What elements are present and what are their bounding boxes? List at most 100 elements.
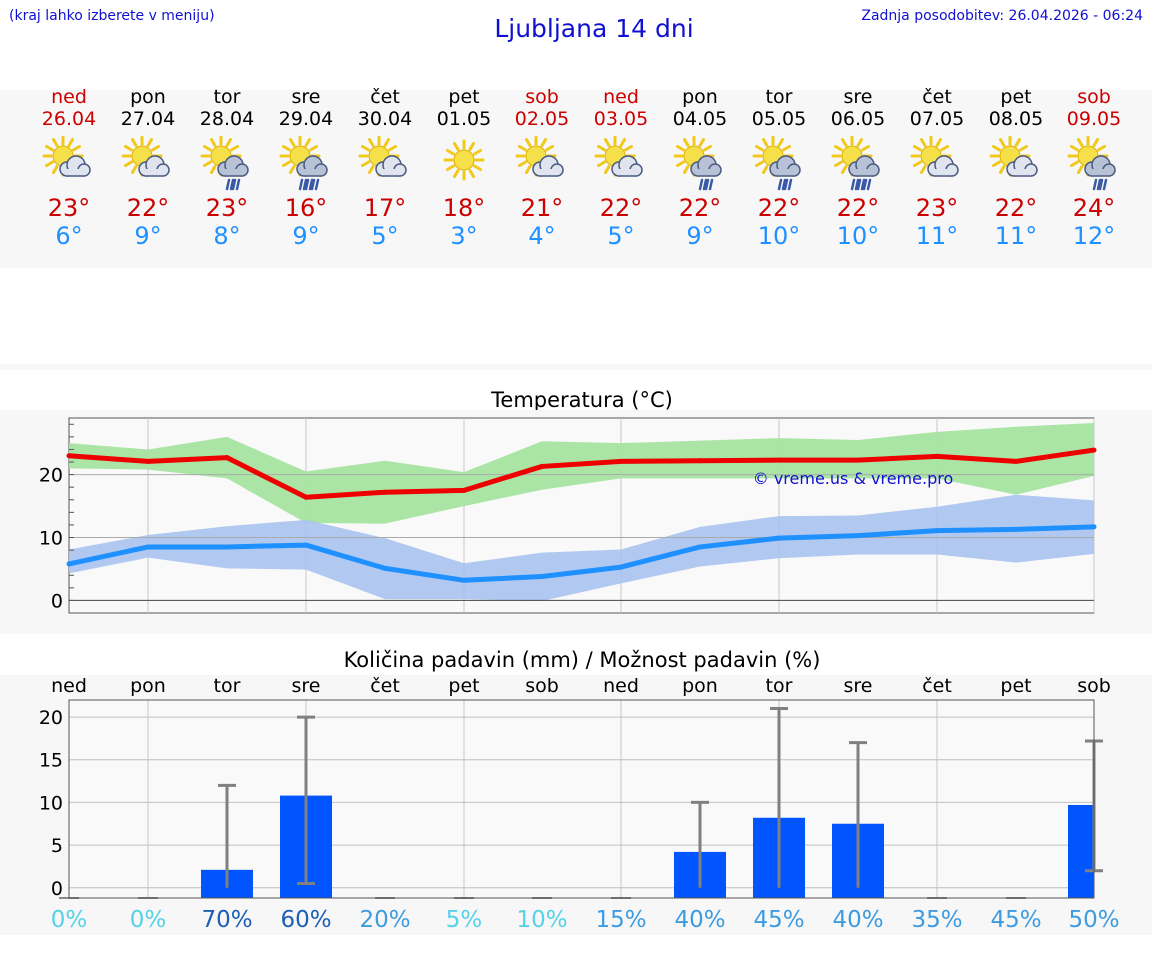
sun-cloud-heavy-rain-icon [279, 136, 328, 191]
min-temperature-point [1091, 524, 1097, 530]
max-temperature-point [539, 463, 545, 469]
day-name: sob [1077, 86, 1111, 108]
max-temperature: 17° [363, 194, 407, 222]
sun-cloud-icon [594, 136, 643, 177]
y-tick-label: 10 [39, 528, 63, 550]
day-name: ned [51, 86, 87, 108]
forecast-day: tor 05.05 22° 10° [739, 86, 819, 250]
sun-cloud-icon [989, 136, 1038, 177]
min-temperature: 9° [686, 222, 714, 250]
day-date: 02.05 [514, 108, 570, 130]
day-name: pon [130, 86, 166, 108]
forecast-day: sob 09.05 24° 12° [1054, 86, 1134, 250]
category-label: čet [370, 675, 400, 697]
max-temperature: 23° [47, 194, 91, 222]
precipitation-chart-title: Količina padavin (mm) / Možnost padavin … [343, 648, 821, 672]
max-temperature-point [855, 457, 861, 463]
precipitation-chart: ned pon tor sre čet pet sob ned pon tor sre čet pet s… [39, 675, 1120, 933]
precipitation-probability: 40% [674, 907, 725, 933]
min-temperature-point [66, 561, 72, 567]
precipitation-bar [1068, 804, 1094, 898]
y-tick-label: 0 [51, 590, 63, 612]
max-temperature-point [618, 458, 624, 464]
forecast-day: tor 28.04 23° 8° [187, 86, 267, 250]
precipitation-probability: 0% [51, 907, 88, 933]
max-temperature-point [382, 489, 388, 495]
precipitation-probability: 35% [911, 907, 962, 933]
day-name: pet [1000, 86, 1032, 108]
category-label: pet [1000, 675, 1031, 697]
day-date: 07.05 [909, 108, 965, 130]
min-temperature: 10° [757, 222, 801, 250]
day-labels: ned pon tor sre čet pet sob ned pon tor sre čet pet s… [51, 675, 1111, 697]
y-tick-label: 20 [39, 707, 63, 729]
category-label: tor [766, 675, 793, 697]
min-temperature-point [618, 564, 624, 570]
sun-cloud-heavy-rain-icon [831, 136, 880, 191]
max-temperature: 23° [915, 194, 959, 222]
category-label: pon [682, 675, 718, 697]
day-date: 29.04 [278, 108, 334, 130]
max-temperature-point [461, 487, 467, 493]
day-date: 03.05 [593, 108, 649, 130]
max-temperature: 22° [678, 194, 722, 222]
max-temperature: 21° [520, 194, 564, 222]
max-temperature: 22° [836, 194, 880, 222]
min-temperature-line [68, 524, 1095, 583]
min-temperature: 8° [213, 222, 241, 250]
min-temperature: 5° [607, 222, 635, 250]
max-temperature-point [1091, 447, 1097, 453]
precipitation-probability: 70% [201, 907, 252, 933]
category-label: pon [130, 675, 166, 697]
day-date: 04.05 [672, 108, 728, 130]
last-updated: Zadnja posodobitev: 26.04.2026 - 06:24 [861, 8, 1143, 24]
min-temperature-point [461, 577, 467, 583]
plot-area [68, 699, 1095, 899]
forecast-day: ned 26.04 23° 6° [29, 86, 109, 250]
forecast-day: sre 06.05 22° 10° [818, 86, 898, 250]
forecast-day: sre 29.04 16° 9° [266, 86, 346, 250]
forecast-day: sob 02.05 21° 4° [502, 86, 582, 250]
category-label: sob [525, 675, 559, 697]
day-date: 27.04 [120, 108, 176, 130]
min-temperature-point [855, 533, 861, 539]
precipitation-probability: 50% [1068, 907, 1119, 933]
sun-cloud-icon [515, 136, 564, 177]
day-date: 01.05 [436, 108, 492, 130]
max-temperature-line [68, 447, 1095, 500]
location-menu-hint[interactable]: (kraj lahko izberete v meniju) [9, 8, 215, 24]
sun-cloud-icon [121, 136, 170, 177]
min-temperature: 9° [134, 222, 162, 250]
min-temperature-band [69, 494, 1094, 602]
y-tick-label: 15 [39, 750, 63, 772]
y-tick-label: 0 [51, 878, 63, 900]
divider [0, 364, 1152, 370]
day-name: sob [525, 86, 559, 108]
sun-cloud-rain-icon [200, 136, 249, 191]
min-temperature: 3° [450, 222, 478, 250]
category-label: ned [603, 675, 639, 697]
min-temperature: 6° [55, 222, 83, 250]
sun-cloud-rain-icon [1067, 136, 1116, 191]
max-temperature: 22° [599, 194, 643, 222]
category-label: pet [448, 675, 479, 697]
min-temperature-point [303, 542, 309, 548]
max-temperature: 16° [284, 194, 328, 222]
category-label: sre [844, 675, 873, 697]
precipitation-probability: 0% [130, 907, 167, 933]
sun-cloud-rain-icon [752, 136, 801, 191]
day-name: tor [765, 86, 793, 108]
y-tick-label: 5 [51, 835, 63, 857]
forecast-day: čet 30.04 17° 5° [345, 86, 425, 250]
min-temperature-point [539, 574, 545, 580]
day-name: ned [603, 86, 639, 108]
min-temperature: 5° [371, 222, 399, 250]
day-name: pet [448, 86, 480, 108]
category-label: sob [1077, 675, 1111, 697]
min-temperature: 10° [836, 222, 880, 250]
forecast-day: čet 07.05 23° 11° [897, 86, 977, 250]
min-temperature-point [145, 544, 151, 550]
y-tick-label: 10 [39, 792, 63, 814]
day-date: 05.05 [751, 108, 807, 130]
min-temperature: 11° [994, 222, 1038, 250]
